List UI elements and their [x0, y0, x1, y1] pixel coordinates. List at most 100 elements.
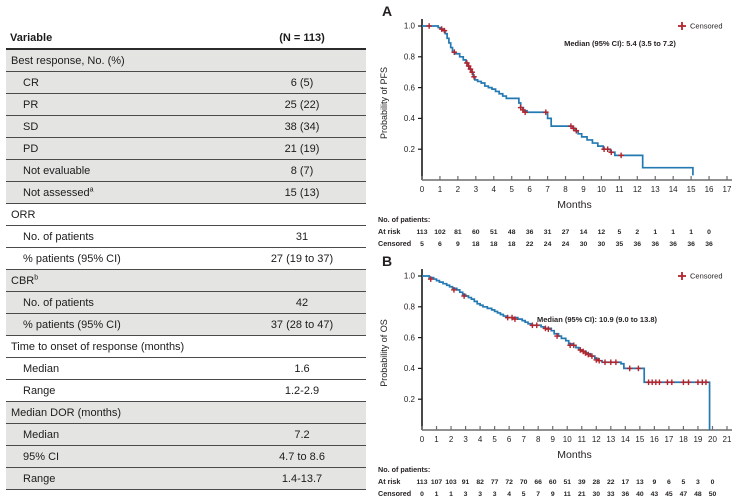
risk-value: 0	[420, 491, 424, 498]
risk-row-label: At risk	[378, 477, 400, 486]
x-tick-label: 2	[456, 185, 461, 194]
risk-value: 18	[490, 241, 498, 248]
risk-value: 36	[687, 241, 695, 248]
risk-value: 66	[534, 479, 542, 486]
km-curve	[422, 275, 711, 430]
risk-value: 9	[551, 491, 555, 498]
x-tick-label: 0	[420, 185, 425, 194]
x-tick-label: 21	[723, 435, 732, 444]
risk-value: 48	[694, 491, 702, 498]
risk-value: 70	[520, 479, 528, 486]
risk-value: 102	[434, 229, 446, 236]
risk-value: 103	[445, 479, 457, 486]
panel-label: B	[382, 253, 392, 269]
y-tick-label: 0.6	[404, 83, 416, 92]
x-tick-label: 15	[635, 435, 644, 444]
x-tick-label: 4	[478, 435, 483, 444]
y-tick-label: 0.6	[404, 333, 416, 342]
risk-value: 1	[435, 491, 439, 498]
km-curve	[422, 25, 694, 176]
risk-value: 3	[464, 491, 468, 498]
median-annotation: Median (95% CI): 10.9 (9.0 to 13.8)	[537, 315, 658, 324]
risk-value: 60	[472, 229, 480, 236]
row-label: Range	[6, 379, 238, 402]
risk-value: 107	[431, 479, 443, 486]
table-row: Best response, No. (%)	[6, 49, 366, 72]
table-row: Range 1.4-13.7	[6, 467, 366, 490]
x-tick-label: 1	[438, 185, 443, 194]
x-tick-label: 7	[545, 185, 550, 194]
panel-label: A	[382, 3, 392, 19]
risk-value: 13	[636, 479, 644, 486]
table-row: 95% CI 4.7 to 8.6	[6, 445, 366, 468]
table-row: PD 21 (19)	[6, 137, 366, 160]
risk-value: 6	[667, 479, 671, 486]
table-row: CBRb	[6, 269, 366, 292]
x-tick-label: 1	[434, 435, 439, 444]
row-label: Not assesseda	[6, 181, 238, 204]
risk-value: 17	[622, 479, 630, 486]
row-value: 27 (19 to 37)	[238, 247, 366, 270]
row-label: % patients (95% CI)	[6, 247, 238, 270]
risk-value: 5	[420, 241, 424, 248]
x-tick-label: 11	[578, 435, 587, 444]
table-row: Median 1.6	[6, 357, 366, 380]
y-tick-label: 0.8	[404, 303, 416, 312]
table-row: Range 1.2-2.9	[6, 379, 366, 402]
risk-value: 50	[709, 491, 717, 498]
row-value	[238, 401, 366, 424]
risk-value: 47	[680, 491, 688, 498]
risk-value: 45	[665, 491, 673, 498]
km-plot-os: B1.00.80.60.40.20 1 2 3 4 5 6 7 8 9 10 11 12 13 14 15 16…	[378, 253, 732, 498]
y-tick-label: 0.4	[404, 114, 416, 123]
row-value: 1.6	[238, 357, 366, 380]
x-tick-label: 3	[474, 185, 479, 194]
results-table: Variable (N = 113) Best response, No. (%…	[6, 28, 366, 490]
risk-value: 36	[705, 241, 713, 248]
risk-value: 11	[564, 491, 571, 498]
risk-value: 30	[598, 241, 606, 248]
y-tick-label: 0.4	[404, 364, 416, 373]
x-tick-label: 5	[492, 435, 497, 444]
risk-value: 77	[491, 479, 499, 486]
risk-row-label: Censored	[378, 489, 411, 498]
table-row: % patients (95% CI) 27 (19 to 37)	[6, 247, 366, 270]
row-value	[238, 203, 366, 226]
table-header-row: Variable (N = 113)	[6, 28, 366, 50]
row-value	[238, 335, 366, 358]
risk-value: 9	[456, 241, 460, 248]
risk-value: 12	[598, 229, 606, 236]
risk-value: 1	[653, 229, 657, 236]
risk-value: 21	[578, 491, 586, 498]
risk-value: 18	[508, 241, 516, 248]
risk-value: 40	[636, 491, 644, 498]
table-row: Median DOR (months)	[6, 401, 366, 424]
row-value: 4.7 to 8.6	[238, 445, 366, 468]
x-tick-label: 17	[664, 435, 673, 444]
risk-value: 6	[438, 241, 442, 248]
x-tick-label: 3	[463, 435, 468, 444]
risk-value: 3	[696, 479, 700, 486]
risk-value: 30	[580, 241, 588, 248]
table-row: CR 6 (5)	[6, 71, 366, 94]
risk-value: 91	[462, 479, 470, 486]
x-tick-label: 16	[650, 435, 659, 444]
x-tick-label: 8	[563, 185, 568, 194]
risk-value: 9	[652, 479, 656, 486]
row-value: 25 (22)	[238, 93, 366, 116]
x-tick-label: 5	[509, 185, 514, 194]
risk-value: 28	[593, 479, 601, 486]
risk-value: 82	[476, 479, 484, 486]
charts-column: A 1.0 0.8 0.6 0.4 0.2 0 1 2 3 4 5 6 7 8 9 10 11 12 13 14 15 16…	[372, 0, 743, 501]
table-row: No. of patients 42	[6, 291, 366, 314]
risk-value: 24	[562, 241, 570, 248]
results-table-body: Best response, No. (%) CR 6 (5) PR 25 (22) SD…	[6, 49, 366, 490]
risk-value: 18	[472, 241, 480, 248]
risk-value: 36	[622, 491, 630, 498]
risk-value: 36	[669, 241, 677, 248]
risk-table-title: No. of patients:	[378, 465, 430, 474]
risk-value: 3	[493, 491, 497, 498]
row-label: Best response, No. (%)	[6, 49, 238, 72]
risk-value: 72	[505, 479, 513, 486]
